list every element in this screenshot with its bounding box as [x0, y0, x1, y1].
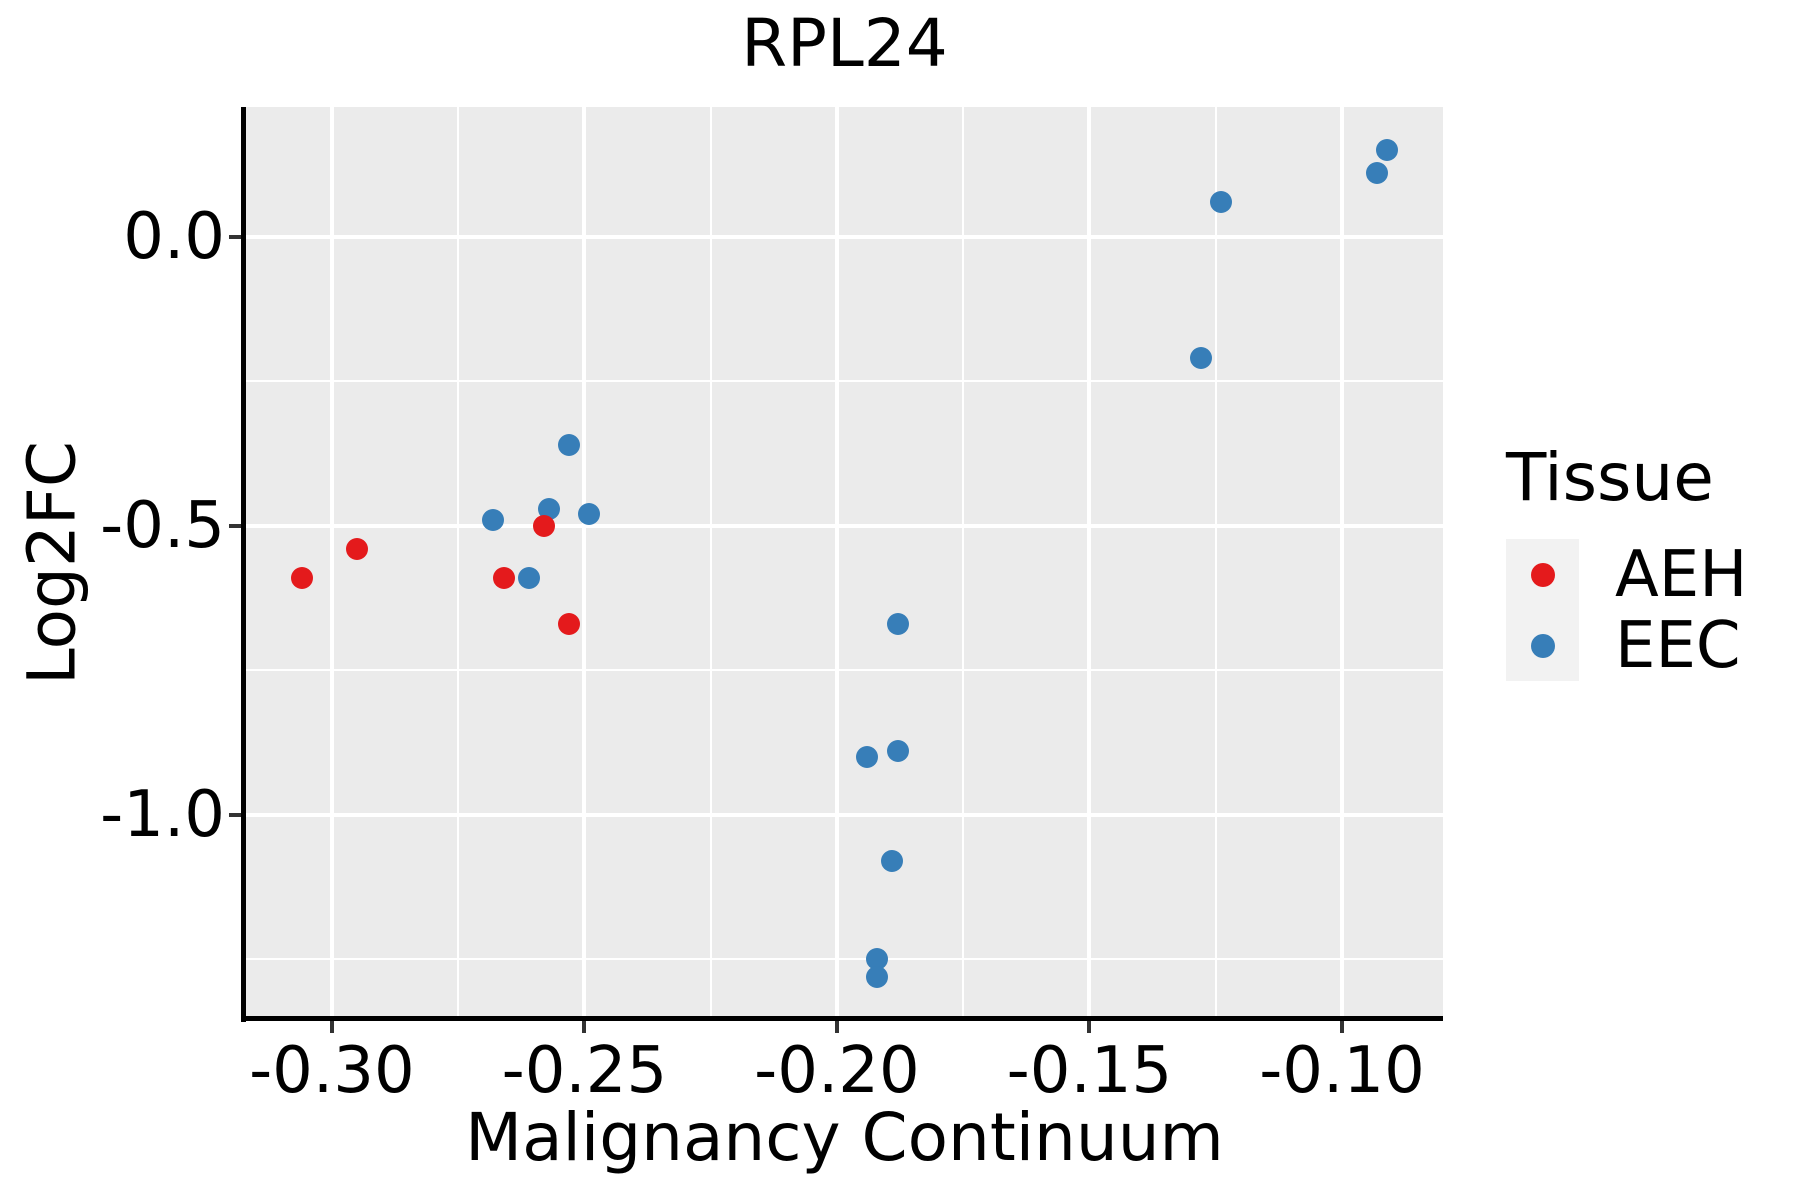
x-tick-label: -0.30 — [249, 1034, 415, 1108]
data-point-eec — [1189, 347, 1212, 370]
x-tick-label: -0.20 — [754, 1034, 920, 1108]
x-minor-gridline — [1214, 107, 1217, 1020]
y-axis-tick — [229, 523, 241, 528]
legend-key — [1506, 610, 1579, 682]
y-tick-label: -0.5 — [100, 488, 225, 563]
x-major-gridline — [1339, 107, 1344, 1020]
legend-items: AEH EEC — [1506, 537, 1748, 683]
x-major-gridline — [582, 107, 587, 1020]
x-minor-gridline — [962, 107, 965, 1020]
data-point-aeh — [532, 514, 555, 537]
data-point-aeh — [346, 538, 369, 561]
data-point-eec — [558, 434, 581, 457]
x-axis-tick — [582, 1021, 587, 1033]
x-major-gridline — [329, 107, 334, 1020]
data-point-eec — [578, 503, 601, 526]
data-point-eec — [856, 746, 879, 769]
data-point-eec — [1366, 162, 1389, 185]
y-tick-label: -1.0 — [100, 777, 225, 852]
aeh-dot-icon — [1530, 562, 1555, 587]
legend: Tissue AEH EEC — [1506, 438, 1748, 683]
data-point-aeh — [290, 566, 313, 589]
data-point-eec — [482, 509, 505, 532]
legend-item-aeh: AEH — [1506, 537, 1748, 612]
x-axis-tick — [834, 1021, 839, 1033]
legend-item-label: EEC — [1615, 608, 1741, 683]
legend-item-eec: EEC — [1506, 608, 1747, 683]
data-point-eec — [886, 740, 909, 763]
data-point-eec — [1209, 191, 1232, 214]
x-major-gridline — [834, 107, 839, 1020]
x-tick-label: -0.10 — [1259, 1034, 1425, 1108]
data-point-eec — [538, 497, 561, 520]
data-point-eec — [1376, 139, 1399, 162]
data-point-eec — [517, 566, 540, 589]
data-point-eec — [881, 850, 904, 873]
x-major-gridline — [1087, 107, 1092, 1020]
data-point-eec — [866, 948, 889, 971]
legend-item-label: AEH — [1615, 537, 1748, 612]
x-axis-tick — [329, 1021, 334, 1033]
y-axis-line — [241, 107, 246, 1022]
y-tick-label: 0.0 — [123, 200, 225, 275]
y-axis-tick — [229, 812, 241, 817]
data-point-aeh — [558, 613, 581, 636]
y-axis-tick — [229, 235, 241, 240]
x-axis-tick — [1087, 1021, 1092, 1033]
data-point-aeh — [492, 566, 515, 589]
y-minor-gridline — [246, 669, 1443, 672]
x-axis-line — [241, 1016, 1443, 1021]
x-tick-label: -0.15 — [1006, 1034, 1173, 1108]
data-point-eec — [866, 965, 889, 988]
legend-key — [1506, 539, 1579, 611]
x-minor-gridline — [709, 107, 712, 1020]
x-axis-title: Malignancy Continuum — [465, 1099, 1224, 1176]
plot-panel — [246, 107, 1443, 1020]
y-minor-gridline — [246, 380, 1443, 383]
y-major-gridline — [246, 235, 1443, 240]
x-minor-gridline — [457, 107, 460, 1020]
x-tick-label: -0.25 — [501, 1034, 668, 1108]
x-axis-tick — [1339, 1021, 1344, 1033]
data-point-eec — [886, 613, 909, 636]
y-minor-gridline — [246, 958, 1443, 961]
chart-title: RPL24 — [741, 5, 948, 82]
y-major-gridline — [246, 523, 1443, 528]
y-major-gridline — [246, 812, 1443, 817]
legend-title: Tissue — [1506, 439, 1714, 516]
eec-dot-icon — [1530, 633, 1555, 658]
